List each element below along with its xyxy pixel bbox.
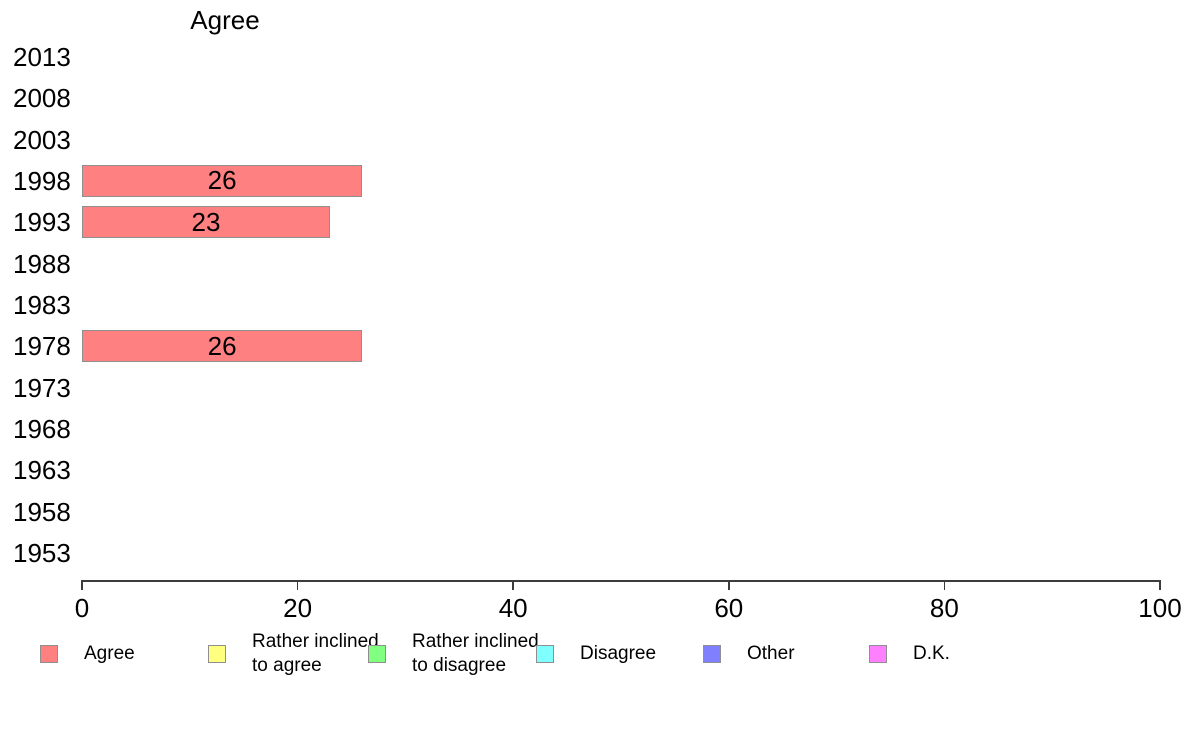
legend-swatch-icon bbox=[536, 645, 554, 663]
x-axis-tick-label: 60 bbox=[714, 593, 744, 623]
bar: 26 bbox=[82, 330, 363, 363]
y-axis-label: 1983 bbox=[13, 289, 71, 320]
chart-title: Agree bbox=[190, 5, 260, 35]
y-axis-label: 1958 bbox=[13, 496, 71, 527]
legend-label: Disagree bbox=[580, 643, 657, 664]
bar-value-label: 23 bbox=[191, 206, 221, 237]
x-axis-tick bbox=[512, 580, 514, 590]
y-axis-label: 2003 bbox=[13, 124, 71, 155]
y-axis-label: 1988 bbox=[13, 248, 71, 279]
legend-item: Rather inclined to disagree bbox=[368, 630, 539, 678]
bar: 26 bbox=[82, 164, 363, 197]
y-axis-label: 1998 bbox=[13, 165, 71, 196]
y-axis-label: 1993 bbox=[13, 207, 71, 238]
legend-swatch-icon bbox=[208, 645, 226, 663]
legend-swatch-icon bbox=[40, 645, 58, 663]
x-axis-tick bbox=[1159, 580, 1161, 590]
x-axis-line bbox=[82, 580, 1160, 582]
y-axis-label: 2013 bbox=[13, 42, 71, 72]
legend-item: Disagree bbox=[536, 642, 656, 666]
legend-item: Other bbox=[703, 642, 795, 666]
legend-label: Other bbox=[747, 643, 795, 664]
x-axis-tick bbox=[943, 580, 946, 590]
y-axis-label: 1963 bbox=[13, 455, 71, 486]
legend-swatch-icon bbox=[869, 645, 887, 663]
legend-label: Rather inclined to agree bbox=[252, 631, 379, 676]
x-axis-tick-label: 100 bbox=[1138, 593, 1182, 623]
bar: 23 bbox=[82, 206, 330, 239]
legend-item: Agree bbox=[40, 642, 135, 666]
y-axis-label: 1978 bbox=[13, 331, 71, 362]
x-axis-tick-label: 80 bbox=[929, 593, 959, 623]
x-axis-tick bbox=[296, 580, 299, 590]
legend-item: Rather inclined to agree bbox=[208, 630, 379, 678]
y-axis-label: 2008 bbox=[13, 83, 71, 114]
bar-value-label: 26 bbox=[207, 165, 237, 196]
x-axis-tick-label: 40 bbox=[498, 593, 528, 623]
legend-swatch-icon bbox=[703, 645, 721, 663]
legend-swatch-icon bbox=[368, 645, 386, 663]
x-axis-tick-label: 20 bbox=[283, 593, 313, 623]
x-axis-tick bbox=[81, 580, 83, 590]
bar-value-label: 26 bbox=[207, 330, 237, 361]
legend-item: D.K. bbox=[869, 642, 950, 666]
legend-label: Rather inclined to disagree bbox=[412, 631, 539, 676]
legend-label: Agree bbox=[84, 643, 135, 664]
legend-label: D.K. bbox=[913, 643, 950, 664]
x-axis-tick-label: 0 bbox=[74, 593, 90, 623]
y-axis-label: 1953 bbox=[13, 537, 71, 568]
y-axis-label: 1973 bbox=[13, 372, 71, 403]
y-axis-label: 1968 bbox=[13, 413, 71, 444]
x-axis-tick bbox=[728, 580, 730, 590]
